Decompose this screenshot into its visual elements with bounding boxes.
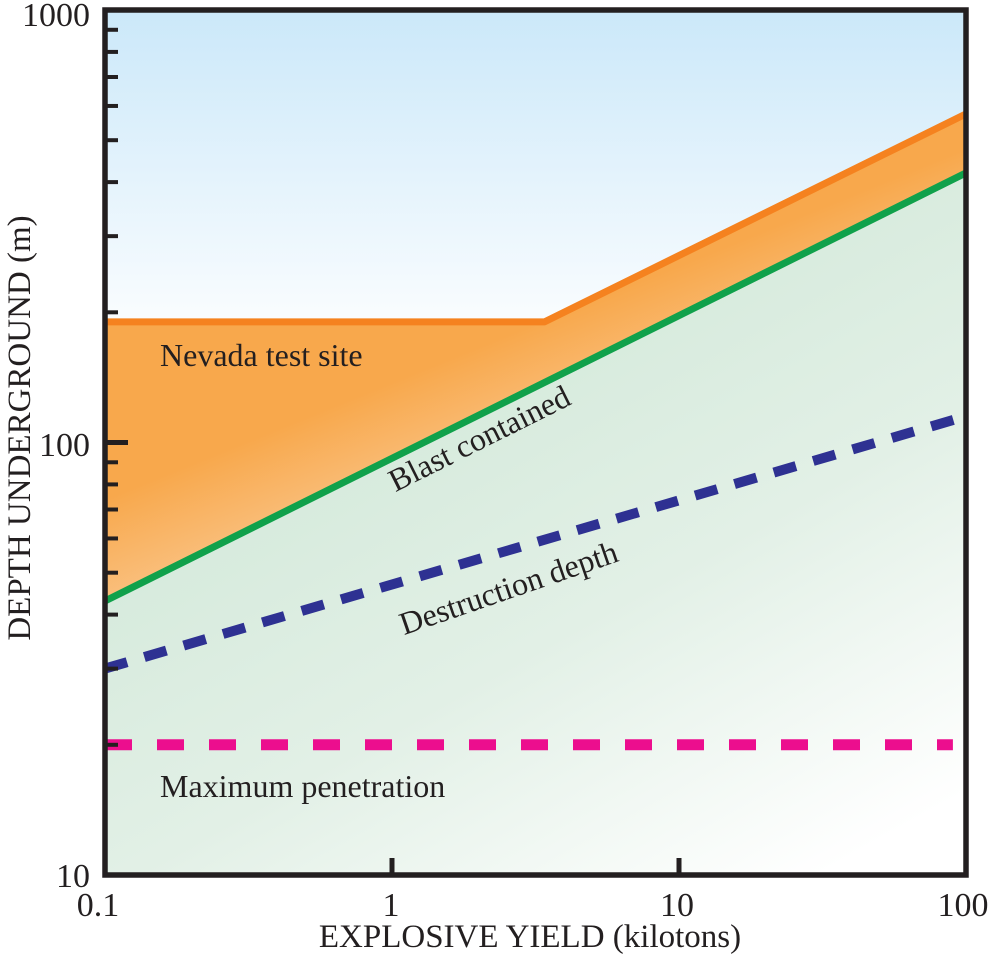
y-tick-label-100: 100: [39, 427, 90, 464]
x-tick-label-0p1: 0.1: [77, 887, 120, 924]
plot-border: [102, 7, 969, 878]
label-maximum-penetration: Maximum penetration: [160, 768, 445, 804]
y-tick-label-10: 10: [56, 858, 90, 895]
blast-contained-region: [105, 172, 966, 875]
data-lines: [103, 110, 968, 751]
y-axis-title: DEPTH UNDERGROUND (m): [2, 215, 38, 640]
label-nevada-test-site: Nevada test site: [160, 337, 363, 373]
nevada-band-region: [105, 113, 966, 602]
series-line-1: [103, 169, 968, 605]
x-axis-title: EXPLOSIVE YIELD (kilotons): [319, 919, 741, 955]
x-tick-label-1: 1: [383, 887, 400, 924]
series-line-2: [103, 411, 968, 674]
region-fills: [105, 10, 966, 875]
series-line-0: [105, 110, 968, 326]
x-tick-label-10: 10: [660, 887, 694, 924]
sky-region: [105, 10, 966, 322]
y-tick-label-1000: 1000: [22, 0, 90, 34]
x-tick-label-100: 100: [938, 887, 989, 924]
